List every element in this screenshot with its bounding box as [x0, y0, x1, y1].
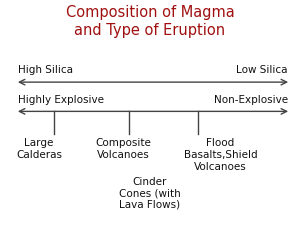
Text: Cinder
Cones (with
Lava Flows): Cinder Cones (with Lava Flows) [119, 177, 181, 210]
Text: Composite
Volcanoes: Composite Volcanoes [95, 138, 151, 160]
Text: Large
Calderas: Large Calderas [16, 138, 62, 160]
Text: High Silica: High Silica [18, 65, 73, 75]
Text: Composition of Magma
and Type of Eruption: Composition of Magma and Type of Eruptio… [66, 4, 234, 38]
Text: Highly Explosive: Highly Explosive [18, 95, 104, 105]
Text: Non-Explosive: Non-Explosive [214, 95, 288, 105]
Text: Low Silica: Low Silica [236, 65, 288, 75]
Text: Flood
Basalts,Shield
Volcanoes: Flood Basalts,Shield Volcanoes [184, 138, 257, 172]
